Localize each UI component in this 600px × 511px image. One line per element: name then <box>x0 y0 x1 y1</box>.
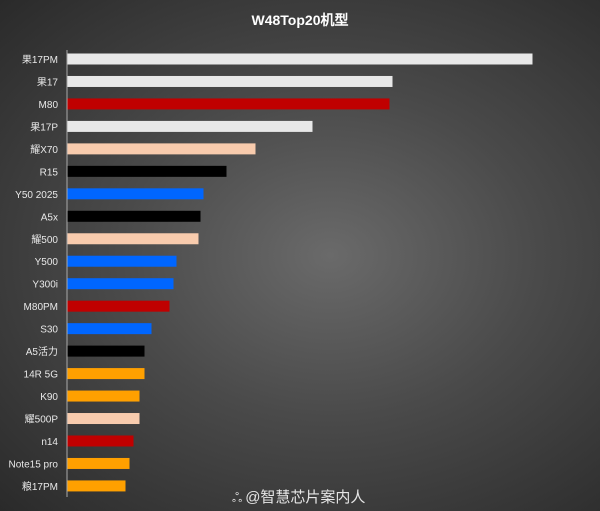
category-label: 14R 5G <box>24 370 59 381</box>
category-label: Note15 pro <box>9 459 59 470</box>
bar <box>67 368 145 380</box>
bar <box>67 413 140 425</box>
category-label: 果17PM <box>22 54 58 66</box>
category-label: K90 <box>40 392 58 403</box>
category-label: Y500 <box>35 257 59 268</box>
bar <box>67 188 204 200</box>
watermark-text: @智慧芯片案内人 <box>245 489 366 506</box>
category-label: 耀500P <box>25 414 59 426</box>
bar <box>67 75 393 87</box>
category-label: 粮17PM <box>22 480 58 493</box>
bar <box>67 53 533 65</box>
category-label: Y300i <box>32 280 58 291</box>
bar <box>67 323 152 335</box>
bar <box>67 300 170 312</box>
bar <box>67 210 201 222</box>
bar <box>67 233 199 245</box>
bar <box>67 435 134 447</box>
category-label: S30 <box>40 325 58 336</box>
bar <box>67 165 227 177</box>
weibo-icon: ஃ <box>232 490 243 505</box>
category-label: 耀X70 <box>30 144 58 156</box>
category-label: A5活力 <box>26 345 58 358</box>
bar <box>67 278 174 290</box>
category-label: n14 <box>41 437 58 448</box>
bar <box>67 390 140 402</box>
category-label: 果17 <box>37 76 59 88</box>
bar <box>67 457 130 469</box>
category-label: R15 <box>40 167 59 178</box>
watermark: ஃ @智慧芯片案内人 <box>232 486 365 507</box>
chart-title: W48Top20机型 <box>251 12 349 28</box>
category-label: Y50 2025 <box>15 190 58 201</box>
category-label: M80PM <box>24 302 58 313</box>
category-label: 果17P <box>30 121 58 133</box>
bar <box>67 98 390 110</box>
bar <box>67 143 256 155</box>
category-label: 耀500 <box>31 234 58 246</box>
category-label: M80 <box>39 100 59 111</box>
bar <box>67 120 313 132</box>
bar <box>67 480 126 492</box>
bar <box>67 255 177 267</box>
bar <box>67 345 145 357</box>
category-label: A5x <box>41 212 58 223</box>
